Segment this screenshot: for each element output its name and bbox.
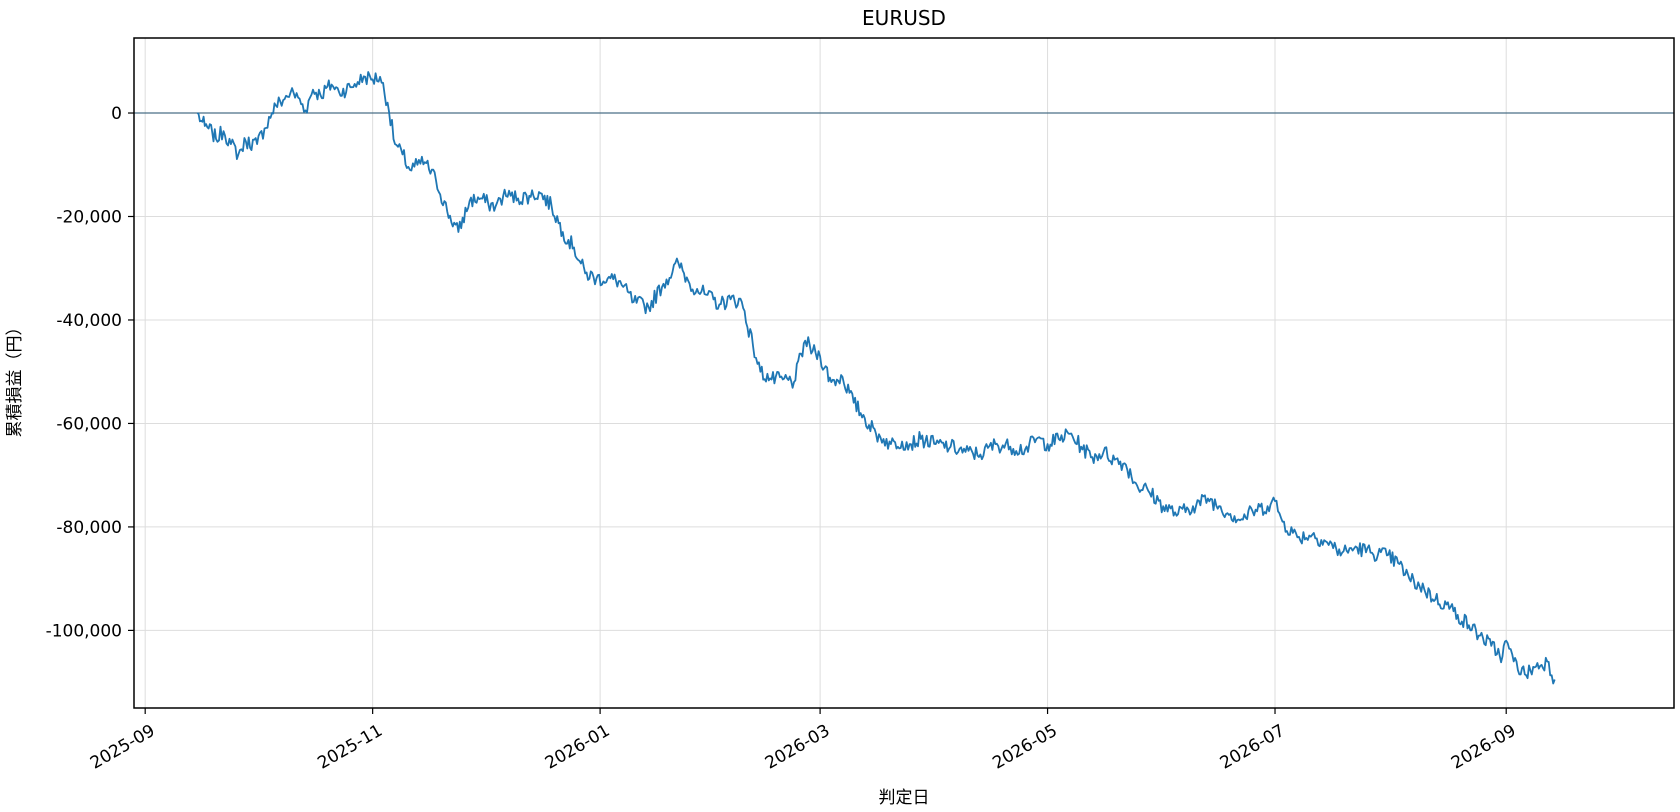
x-tick-label: 2026-09: [1448, 721, 1520, 774]
y-axis: 0 -20,000 -40,000 -60,000 -80,000 -100,000: [46, 104, 134, 641]
grid: [134, 38, 1674, 708]
x-tick-label: 2025-09: [87, 721, 159, 774]
chart-title: EURUSD: [862, 6, 946, 30]
y-tick-label: 0: [111, 104, 122, 124]
x-tick-label: 2026-03: [762, 721, 834, 774]
x-axis: 2025-09 2025-11 2026-01 2026-03 2026-05 2026-…: [87, 708, 1520, 774]
x-axis-label: 判定日: [879, 788, 930, 808]
cumulative-pnl-line: [196, 71, 1556, 685]
series-group: [196, 71, 1556, 685]
y-tick-label: -100,000: [46, 621, 122, 641]
x-tick-label: 2026-05: [989, 721, 1061, 774]
y-tick-label: -60,000: [56, 414, 122, 434]
x-tick-label: 2025-11: [314, 721, 386, 774]
x-tick-label: 2026-01: [542, 721, 614, 774]
y-tick-label: -20,000: [56, 207, 122, 227]
plot-area-frame: [133, 37, 1675, 709]
y-axis-label: 累積損益（円）: [5, 319, 25, 438]
y-tick-label: -40,000: [56, 311, 122, 331]
x-tick-label: 2026-07: [1217, 721, 1289, 774]
y-tick-label: -80,000: [56, 518, 122, 538]
